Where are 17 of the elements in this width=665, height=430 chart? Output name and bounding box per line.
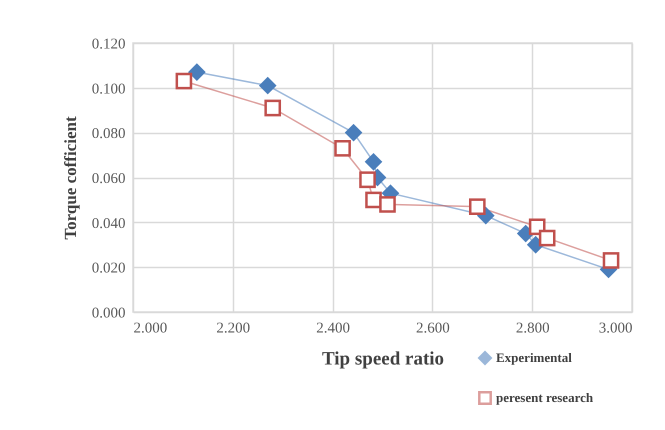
y-tick-label: 0.020 — [92, 260, 126, 277]
x-tick-label: 2.000 — [134, 320, 168, 336]
x-tick-label: 2.400 — [316, 320, 350, 336]
y-tick-label: 0.100 — [92, 81, 126, 98]
y-tick-label: 0.060 — [92, 171, 126, 187]
y-tick-label: 0.080 — [92, 126, 126, 142]
y-axis-title: Torque cofficient — [60, 116, 80, 240]
x-tick-label: 2.200 — [216, 320, 250, 336]
x-tick-label: 3.000 — [598, 320, 632, 336]
legend-label: Experimental — [496, 350, 572, 365]
x-axis-title: Tip speed ratio — [322, 348, 444, 370]
x-tick-label: 2.600 — [416, 320, 450, 336]
y-tick-label: 0.040 — [92, 216, 126, 232]
y-tick-label: 0.120 — [92, 36, 126, 52]
legend-label: peresent research — [496, 390, 594, 405]
y-tick-label: 0.000 — [92, 306, 126, 322]
x-tick-label: 2.800 — [516, 320, 550, 336]
